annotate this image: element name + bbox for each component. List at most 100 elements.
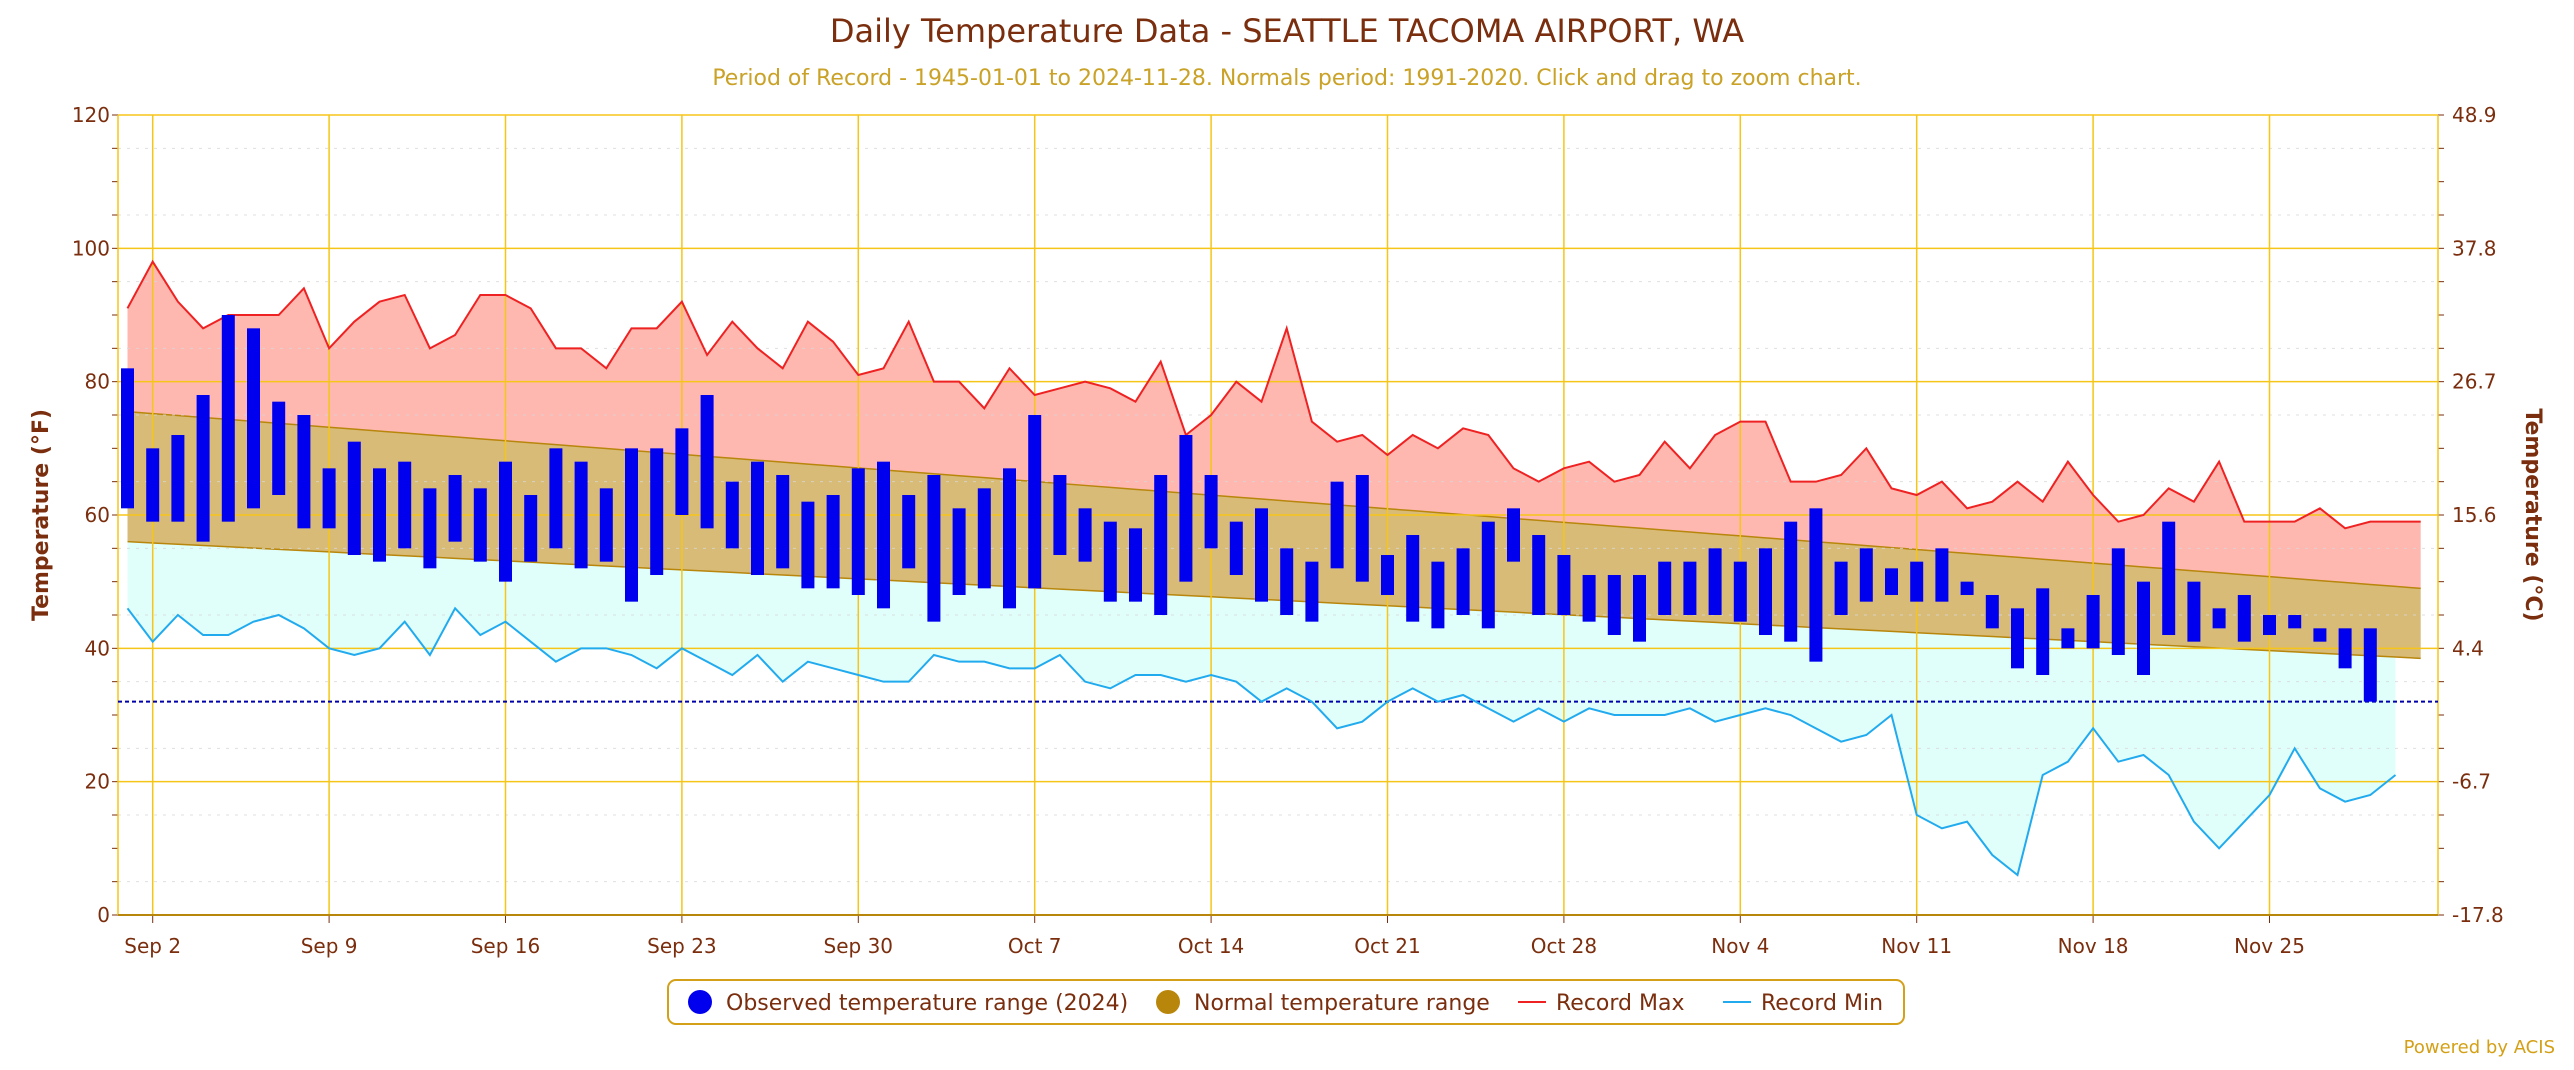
observed-bar[interactable] [776,475,790,569]
observed-bar[interactable] [1103,521,1117,602]
observed-bar[interactable] [1683,561,1697,615]
observed-bar[interactable] [2237,595,2251,642]
observed-bar[interactable] [1355,475,1369,582]
observed-bar[interactable] [146,448,160,522]
observed-bar[interactable] [877,461,890,609]
observed-bar[interactable] [2212,608,2226,629]
observed-bar[interactable] [398,461,412,549]
observed-bar[interactable] [1204,475,1218,549]
observed-bar[interactable] [1456,548,1470,615]
observed-bar[interactable] [373,468,386,562]
legend-item[interactable]: Record Max [1556,991,1685,1016]
observed-bar[interactable] [625,448,638,602]
observed-bar[interactable] [247,328,260,509]
observed-bar[interactable] [2061,628,2075,649]
observed-bar[interactable] [700,395,714,529]
legend-item[interactable]: Record Min [1761,991,1883,1016]
observed-bar[interactable] [574,461,588,569]
observed-bar[interactable] [1557,555,1571,615]
observed-bar[interactable] [1582,575,1596,622]
observed-bar[interactable] [473,488,487,562]
observed-bar[interactable] [650,448,664,575]
observed-bar[interactable] [1229,521,1243,575]
observed-bar[interactable] [1708,548,1722,615]
observed-bar[interactable] [1960,581,1974,595]
observed-bar[interactable] [2011,608,2024,669]
observed-bar[interactable] [1481,521,1495,629]
observed-bar[interactable] [2162,521,2176,635]
observed-bar[interactable] [2036,588,2050,675]
observed-bar[interactable] [1179,435,1193,582]
observed-bar[interactable] [1305,561,1319,622]
observed-bar[interactable] [2137,581,2150,675]
plot-area[interactable]: 0 -17.8 20 -6.7 40 4.4 60 15.6 80 26.7 100 37.8 120 4… [72,103,2504,958]
observed-bar[interactable] [1129,528,1142,602]
observed-bar[interactable] [2338,628,2352,669]
record-min-fill [127,541,2396,875]
observed-bar[interactable] [1507,508,1520,562]
observed-bar[interactable] [2288,615,2302,629]
observed-bar[interactable] [1330,481,1344,569]
observed-bar[interactable] [977,488,991,589]
observed-bar[interactable] [851,468,865,595]
observed-bar[interactable] [2111,548,2125,655]
observed-bar[interactable] [272,401,286,495]
observed-bar[interactable] [347,441,361,555]
observed-bar[interactable] [1053,475,1067,555]
observed-bar[interactable] [423,488,437,569]
observed-bar[interactable] [1784,521,1798,642]
legend-item[interactable]: Normal temperature range [1194,991,1490,1016]
observed-bar[interactable] [121,368,134,509]
observed-bar[interactable] [1431,561,1445,629]
observed-bar[interactable] [1078,508,1092,562]
observed-bar[interactable] [1255,508,1268,602]
observed-bar[interactable] [2263,615,2276,635]
observed-bar[interactable] [221,315,235,522]
observed-bar[interactable] [1834,561,1848,615]
observed-bar[interactable] [599,488,613,562]
observed-bar[interactable] [725,481,739,549]
observed-bar[interactable] [297,415,311,529]
observed-bar[interactable] [2313,628,2327,642]
observed-bar[interactable] [2086,595,2100,649]
observed-bar[interactable] [1985,595,1999,629]
observed-bar[interactable] [549,448,563,549]
observed-bar[interactable] [1759,548,1772,635]
observed-bar[interactable] [1532,535,1546,615]
observed-bar[interactable] [2187,581,2201,642]
observed-bar[interactable] [1885,568,1898,595]
observed-bar[interactable] [1633,575,1646,642]
observed-bar[interactable] [322,468,336,529]
observed-bar[interactable] [952,508,966,595]
observed-bar[interactable] [1154,475,1168,615]
observed-bar[interactable] [1658,561,1672,615]
observed-bar[interactable] [1910,561,1924,602]
observed-bar[interactable] [927,475,941,622]
credits-link[interactable]: Powered by ACIS [2404,1037,2555,1058]
observed-bar[interactable] [196,395,210,542]
legend-item[interactable]: Observed temperature range (2024) [726,991,1128,1016]
observed-bar[interactable] [1406,535,1420,622]
observed-bar[interactable] [801,501,815,589]
observed-bar[interactable] [1028,415,1042,589]
y2-tick-label: 4.4 [2452,636,2484,660]
observed-bar[interactable] [524,495,538,562]
observed-bar[interactable] [1381,555,1394,595]
observed-bar[interactable] [675,428,689,515]
observed-bar[interactable] [499,461,512,582]
observed-bar[interactable] [1859,548,1873,602]
observed-bar[interactable] [1809,508,1823,662]
observed-bar[interactable] [826,495,840,589]
observed-bar[interactable] [1280,548,1294,615]
observed-bar[interactable] [1607,575,1621,635]
observed-bar[interactable] [2363,628,2377,702]
observed-bar[interactable] [171,435,185,522]
observed-bar[interactable] [902,495,916,569]
observed-bar[interactable] [1003,468,1016,609]
observed-bar[interactable] [1935,548,1949,602]
observed-bar[interactable] [751,461,764,575]
observed-bar[interactable] [448,475,462,542]
observed-bar[interactable] [1733,561,1747,622]
